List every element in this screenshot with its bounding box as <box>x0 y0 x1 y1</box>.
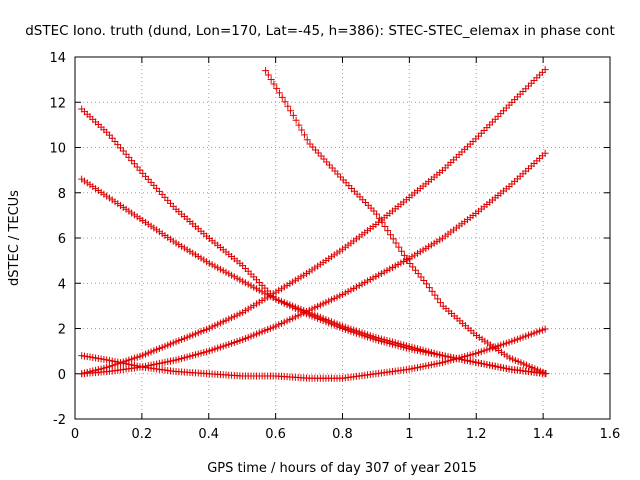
x-tick-label: 1.2 <box>466 427 487 442</box>
series-3 <box>262 67 550 378</box>
x-tick-label: 0.2 <box>132 427 153 442</box>
y-tick-label: 12 <box>49 96 66 111</box>
data-point <box>287 107 295 115</box>
data-point <box>264 71 272 79</box>
data-point <box>270 80 278 88</box>
y-axis-label: dSTEC / TECUs <box>7 190 22 286</box>
data-point <box>267 75 275 83</box>
data-point <box>400 251 408 259</box>
data-point <box>392 239 400 247</box>
data-point <box>295 121 303 129</box>
data-point <box>273 84 281 92</box>
series-6 <box>78 325 549 382</box>
y-tick-label: 8 <box>58 187 66 202</box>
y-tick-label: 6 <box>58 232 66 247</box>
data-point <box>434 295 442 303</box>
series-2 <box>78 175 549 378</box>
y-tick-label: 10 <box>49 142 66 157</box>
data-point <box>436 299 444 307</box>
data-point <box>428 287 436 295</box>
data-point <box>431 291 439 299</box>
data-point <box>423 280 431 288</box>
data-point <box>275 89 283 97</box>
data-point <box>425 284 433 292</box>
x-tick-label: 1.6 <box>600 427 621 442</box>
series-1 <box>78 105 549 378</box>
x-tick-label: 1 <box>405 427 413 442</box>
y-tick-label: -2 <box>53 413 66 428</box>
data-point <box>381 223 389 231</box>
x-tick-label: 0.8 <box>332 427 353 442</box>
data-point <box>284 102 292 110</box>
data-point <box>262 67 270 75</box>
data-point <box>278 93 286 101</box>
data-point <box>542 370 550 378</box>
y-tick-label: 0 <box>58 368 66 383</box>
y-tick-label: 4 <box>58 277 66 292</box>
data-point <box>281 98 289 106</box>
data-point <box>395 243 403 251</box>
data-point <box>541 325 549 333</box>
data-point <box>386 231 394 239</box>
data-point <box>541 149 549 157</box>
data-point <box>389 235 397 243</box>
series-5 <box>78 149 549 378</box>
data-point <box>300 131 308 139</box>
chart-title: dSTEC Iono. truth (dund, Lon=170, Lat=-4… <box>25 23 615 39</box>
y-axis-ticks: -2 0 2 4 6 8 10 12 14 <box>49 51 610 428</box>
data-series <box>78 66 550 382</box>
y-tick-label: 14 <box>49 51 66 66</box>
data-point <box>289 111 297 119</box>
x-axis-label: GPS time / hours of day 307 of year 2015 <box>207 461 477 476</box>
y-tick-label: 2 <box>58 323 66 338</box>
data-point <box>398 247 406 255</box>
x-tick-label: 0.6 <box>265 427 286 442</box>
x-axis-ticks: 0 0.2 0.4 0.6 0.8 1 1.2 1.4 1.6 <box>71 57 620 442</box>
x-tick-label: 0.4 <box>198 427 219 442</box>
data-point <box>373 210 381 218</box>
x-tick-label: 0 <box>71 427 79 442</box>
series-4 <box>78 66 549 378</box>
data-point <box>541 66 549 74</box>
x-tick-label: 1.4 <box>533 427 554 442</box>
data-point <box>384 227 392 235</box>
data-point <box>292 116 300 124</box>
data-point <box>298 126 306 134</box>
data-point <box>303 136 311 144</box>
